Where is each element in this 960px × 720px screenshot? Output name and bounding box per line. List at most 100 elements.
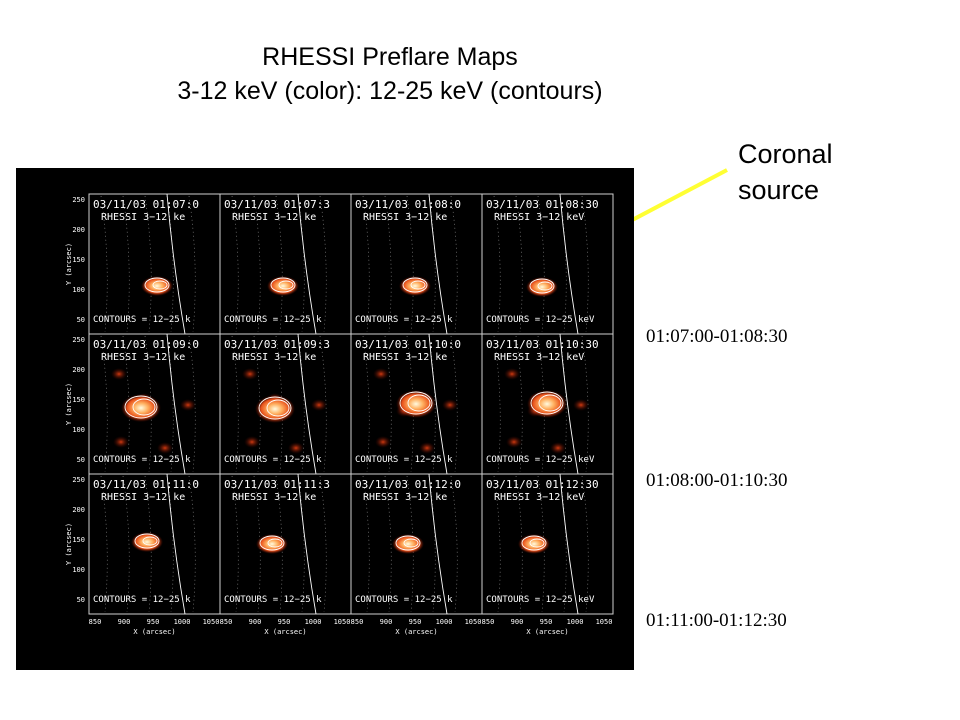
grid-line: [100, 475, 108, 613]
y-tick-label: 100: [72, 426, 85, 434]
grid-line: [428, 195, 436, 333]
coronal-source-annotation: Coronal source: [738, 136, 833, 208]
solar-limb: [428, 333, 448, 475]
solar-limb: [428, 473, 448, 615]
panel-map-label: RHESSI 3−12 ke: [101, 212, 185, 223]
y-tick-label: 200: [72, 506, 85, 514]
contour-inner: [407, 394, 431, 412]
contour-outer: [124, 395, 158, 419]
solar-limb: [559, 333, 579, 475]
x-tick-label: 1050: [334, 618, 351, 626]
y-axis-label: Y (arcsec): [65, 523, 73, 565]
y-tick-label: 100: [72, 566, 85, 574]
x-axis-label: X (arcsec): [395, 628, 437, 636]
contour-inner: [267, 538, 283, 548]
panel-timestamp: 03/11/03 01:12:0: [355, 478, 461, 491]
x-tick-label: 1050: [596, 618, 613, 626]
panel-contour-label: CONTOURS = 12−25 k: [224, 455, 322, 465]
panel-map-label: RHESSI 3−12 ke: [101, 352, 185, 363]
y-axis-label: Y (arcsec): [65, 243, 73, 285]
panel-timestamp: 03/11/03 01:12:30: [486, 478, 599, 491]
panel-contour-label: CONTOURS = 12−25 k: [93, 315, 191, 325]
panel-map-label: RHESSI 3−12 ke: [363, 352, 447, 363]
grid-line: [166, 475, 174, 613]
panel-contour-label: CONTOURS = 12−25 k: [224, 315, 322, 325]
annotation-line-2: source: [738, 175, 820, 205]
x-axis-label: X (arcsec): [133, 628, 175, 636]
contour-outer: [270, 277, 296, 293]
grid-line: [428, 475, 436, 613]
grid-line: [231, 195, 239, 333]
grid-line: [100, 335, 108, 473]
grid-line: [406, 195, 414, 333]
row-3-time-range: 01:11:00-01:12:30: [646, 610, 787, 631]
grid-line: [493, 195, 501, 333]
solar-limb: [297, 193, 317, 335]
y-tick-label: 250: [72, 476, 85, 484]
contour-outer: [521, 535, 547, 551]
contour-inner: [132, 398, 156, 416]
map-panel: [88, 193, 221, 335]
diffuse-emission: [550, 442, 566, 454]
map-panel: [481, 193, 614, 335]
x-tick-label: 850: [482, 618, 495, 626]
xray-source: [399, 276, 431, 296]
contour-inner: [410, 280, 426, 290]
solar-limb: [428, 193, 448, 335]
y-axis-label: Y (arcsec): [65, 383, 73, 425]
x-tick-label: 1000: [567, 618, 584, 626]
grid-line: [297, 335, 305, 473]
contour-inner: [537, 281, 553, 291]
y-tick-label: 150: [72, 536, 85, 544]
panel-contour-label: CONTOURS = 12−25 k: [93, 595, 191, 605]
title-line-1: RHESSI Preflare Maps: [262, 43, 518, 71]
grid-line: [450, 195, 458, 333]
x-tick-label: 900: [118, 618, 131, 626]
contour-inner: [142, 536, 158, 546]
grid-line: [537, 195, 545, 333]
grid-line: [253, 195, 261, 333]
y-tick-label: 200: [72, 226, 85, 234]
map-panel: [350, 193, 483, 335]
y-tick-label: 100: [72, 286, 85, 294]
xray-source: [526, 277, 558, 297]
panel-timestamp: 03/11/03 01:09:0: [93, 338, 199, 351]
grid-line: [581, 195, 589, 333]
panel-map-label: RHESSI 3−12 ke: [363, 212, 447, 223]
panel-map-label: RHESSI 3−12 keV: [494, 212, 584, 223]
contour-outer: [395, 535, 421, 551]
panel-map-label: RHESSI 3−12 ke: [101, 492, 185, 503]
grid-line: [362, 335, 370, 473]
grid-line: [297, 475, 305, 613]
grid-line: [559, 195, 567, 333]
grid-line: [122, 195, 130, 333]
diffuse-emission: [113, 436, 129, 448]
grid-line: [515, 335, 523, 473]
contour-inner: [538, 394, 562, 412]
panel-timestamp: 03/11/03 01:09:3: [224, 338, 330, 351]
panel-map-label: RHESSI 3−12 ke: [232, 212, 316, 223]
contour-outer: [399, 391, 433, 415]
panel-timestamp: 03/11/03 01:10:0: [355, 338, 461, 351]
diffuse-emission: [442, 399, 458, 411]
x-axis-label: X (arcsec): [526, 628, 568, 636]
diffuse-emission: [373, 368, 389, 380]
map-panel: [219, 193, 352, 335]
diffuse-emission: [504, 368, 520, 380]
grid-line: [188, 475, 196, 613]
contour-outer: [134, 533, 160, 549]
x-tick-label: 950: [147, 618, 160, 626]
grid-line: [166, 195, 174, 333]
contour-inner: [529, 538, 545, 548]
slide-title: RHESSI Preflare Maps 3-12 keV (color): 1…: [40, 40, 740, 108]
diffuse-emission: [506, 436, 522, 448]
contour-outer: [402, 277, 428, 293]
x-tick-label: 850: [351, 618, 364, 626]
xray-source: [141, 276, 173, 296]
panel-contour-label: CONTOURS = 12−25 k: [355, 455, 453, 465]
grid-line: [100, 195, 108, 333]
grid-line: [450, 475, 458, 613]
grid-line: [362, 195, 370, 333]
panel-map-label: RHESSI 3−12 ke: [232, 492, 316, 503]
row-2-time-range: 01:08:00-01:10:30: [646, 470, 788, 491]
